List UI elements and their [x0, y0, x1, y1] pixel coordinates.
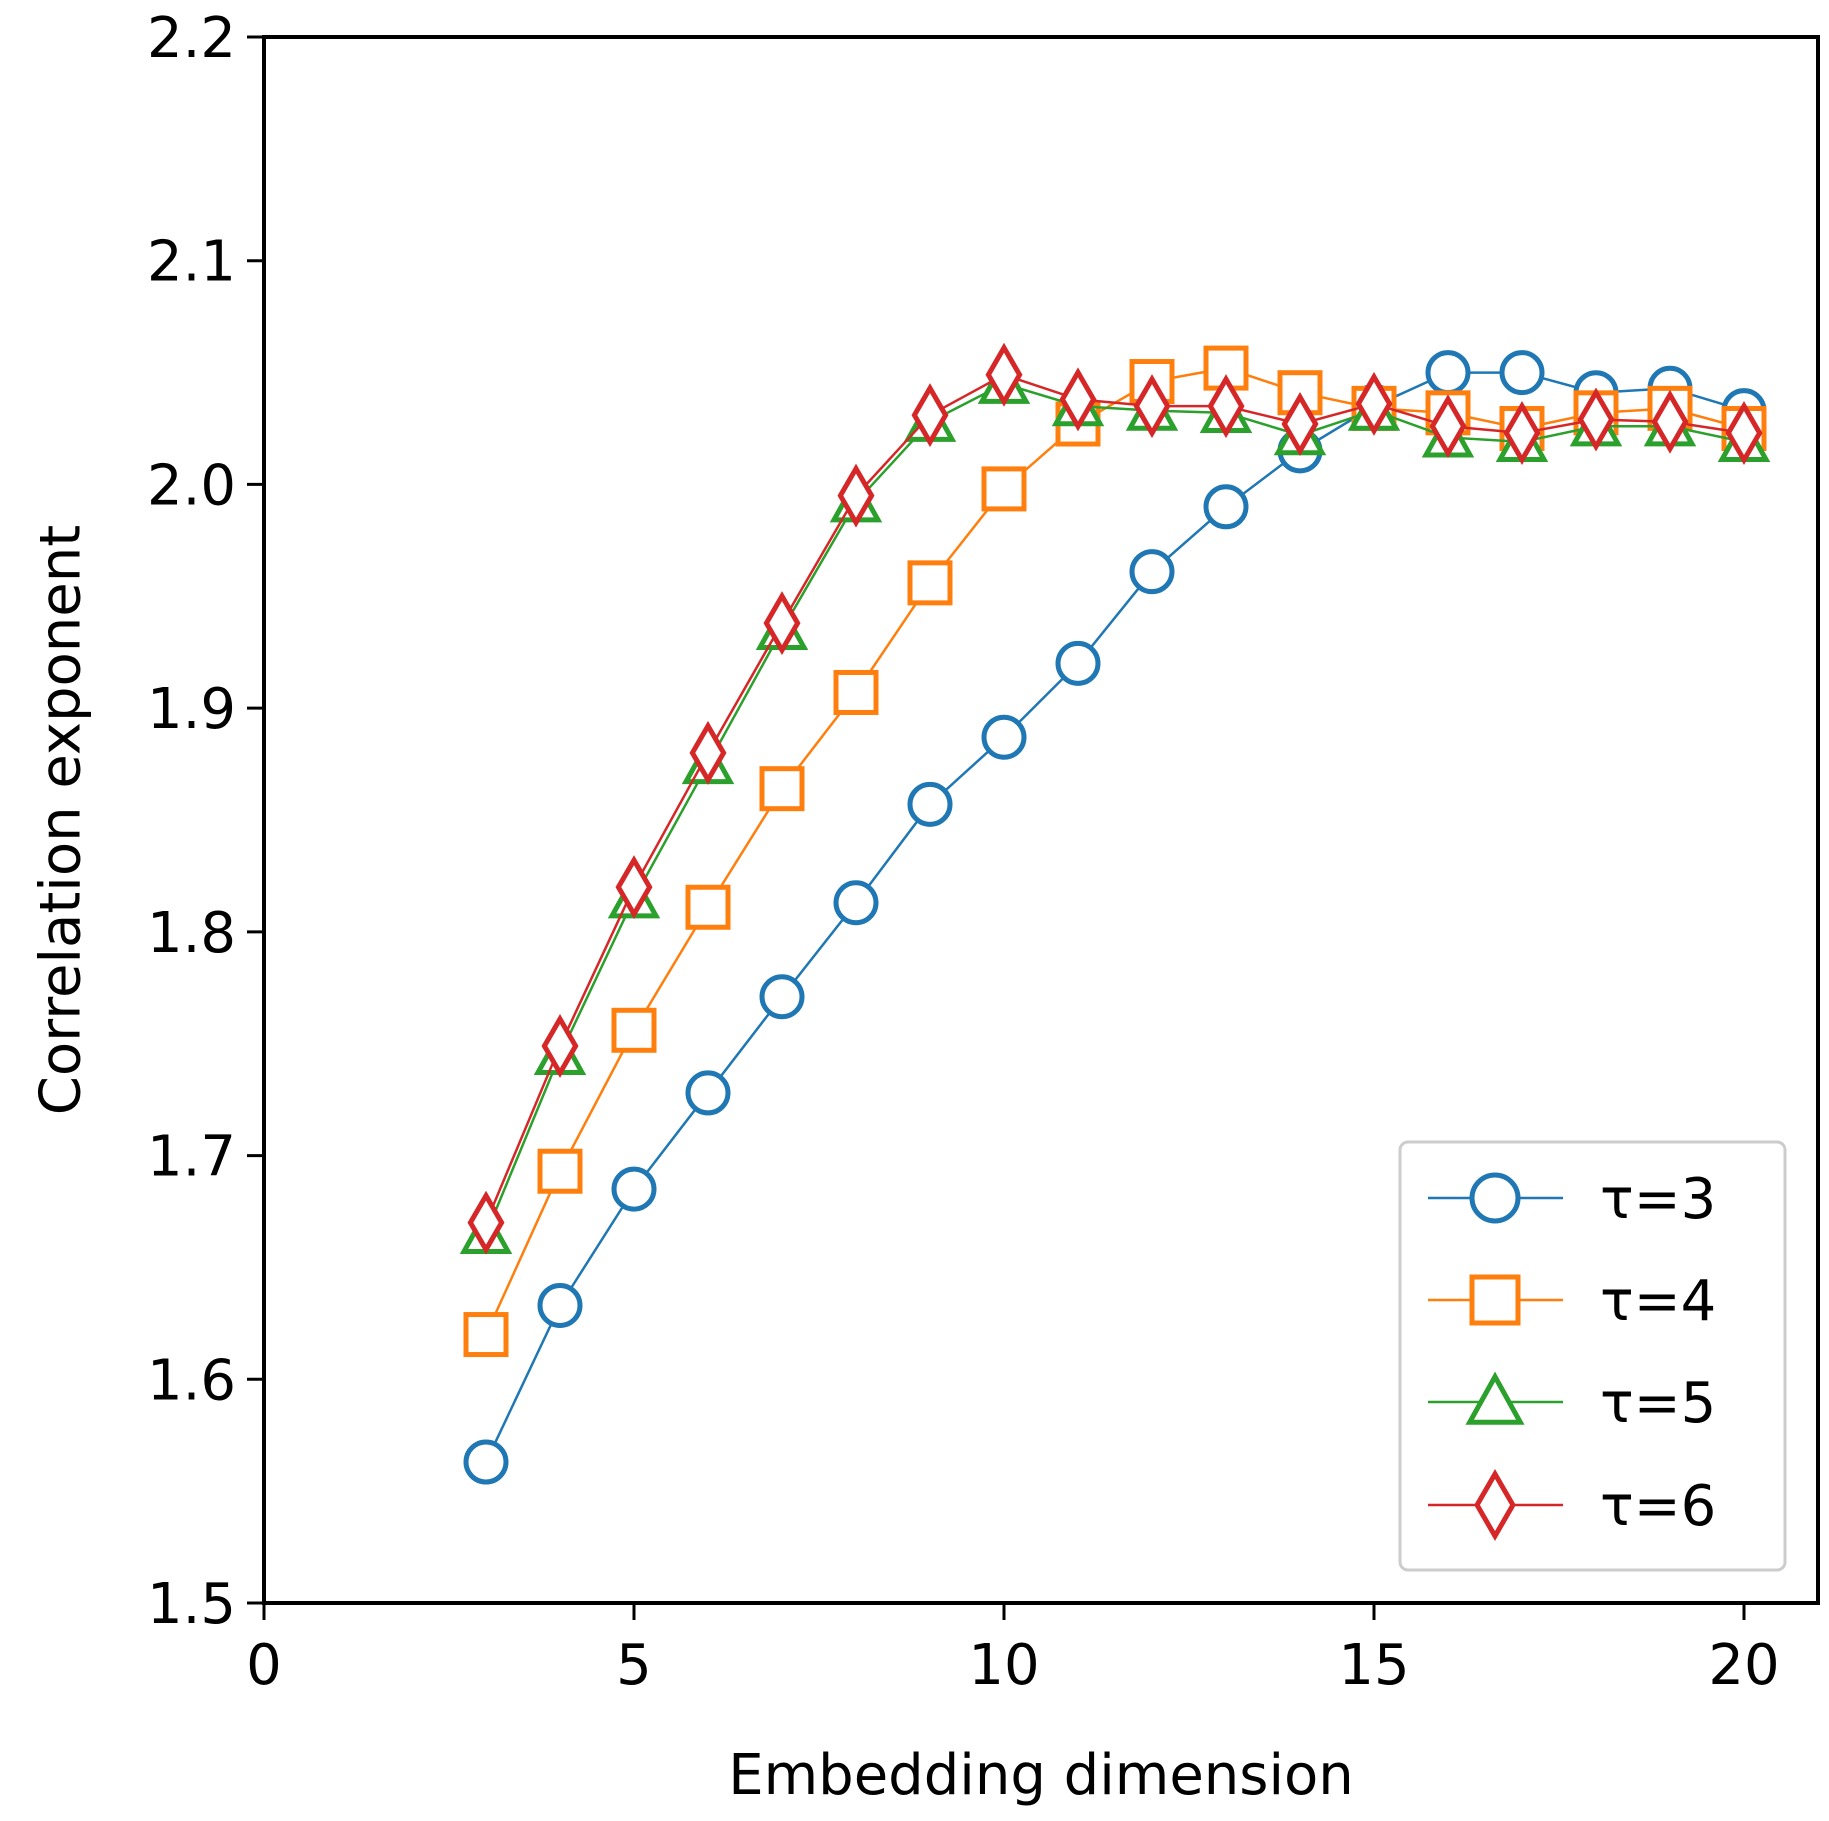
legend-item: τ=4 — [1428, 1269, 1716, 1334]
y-tick-label: 2.2 — [147, 6, 236, 71]
series-diamond — [467, 342, 1763, 1255]
series-triangle — [459, 356, 1771, 1254]
data-point — [1499, 350, 1545, 396]
legend: τ=3 τ=4 τ=5 τ=6 — [1398, 1140, 1787, 1572]
data-point — [1207, 374, 1245, 439]
data-point — [1281, 392, 1319, 457]
series-line — [484, 382, 1745, 1235]
data-point — [1203, 484, 1249, 530]
legend-label: τ=3 — [1600, 1167, 1716, 1232]
y-tick-label: 1.5 — [147, 1572, 236, 1637]
data-point — [611, 1166, 657, 1212]
x-tick-label: 15 — [1338, 1633, 1409, 1698]
legend-marker — [1465, 1371, 1525, 1425]
legend-label: τ=6 — [1600, 1474, 1716, 1539]
data-point — [981, 466, 1027, 512]
data-point — [833, 880, 879, 926]
data-point — [685, 1070, 731, 1116]
x-tick-label: 10 — [968, 1633, 1039, 1698]
legend-item: τ=6 — [1428, 1468, 1716, 1542]
y-tick-label: 1.8 — [147, 901, 236, 966]
data-point — [1277, 370, 1323, 416]
y-axis-label: Correlation exponent — [29, 525, 94, 1115]
legend-label: τ=5 — [1600, 1371, 1716, 1436]
x-tick-label: 5 — [616, 1633, 652, 1698]
data-point — [1429, 394, 1467, 459]
data-point — [981, 714, 1027, 760]
y-tick-label: 2.0 — [147, 453, 236, 518]
data-point — [463, 1312, 509, 1358]
data-point — [1651, 389, 1689, 454]
data-point — [833, 669, 879, 715]
data-point — [463, 1439, 509, 1485]
data-point — [759, 974, 805, 1020]
data-point — [1725, 400, 1763, 465]
x-tick-label: 0 — [246, 1633, 282, 1698]
x-tick-label: 20 — [1708, 1633, 1779, 1698]
data-point — [611, 1007, 657, 1053]
series-layer — [459, 342, 1771, 1485]
data-point — [907, 781, 953, 827]
y-tick-label: 1.7 — [147, 1125, 236, 1190]
data-point — [1133, 374, 1171, 439]
data-point — [837, 463, 875, 528]
data-point — [911, 383, 949, 448]
x-axis-label: Embedding dimension — [728, 1743, 1354, 1808]
y-tick-label: 1.9 — [147, 677, 236, 742]
data-point — [763, 591, 801, 656]
data-point — [1129, 549, 1175, 595]
data-point — [541, 1013, 579, 1078]
data-point — [467, 1190, 505, 1255]
data-point — [689, 720, 727, 785]
legend-label: τ=4 — [1600, 1269, 1716, 1334]
data-point — [1503, 400, 1541, 465]
data-point — [1425, 350, 1471, 396]
legend-box — [1398, 1140, 1787, 1572]
data-point — [1355, 371, 1393, 436]
series-line — [484, 373, 1745, 1224]
y-tick-label: 1.6 — [147, 1348, 236, 1413]
y-tick-label: 2.1 — [147, 230, 236, 295]
data-point — [615, 855, 653, 920]
data-point — [537, 1282, 583, 1328]
legend-marker — [1474, 1468, 1516, 1542]
data-point — [907, 560, 953, 606]
legend-marker — [1469, 1274, 1521, 1326]
data-point — [985, 342, 1023, 407]
data-point — [537, 1148, 583, 1194]
plot-frame — [262, 35, 1820, 1605]
data-point — [759, 766, 805, 812]
legend-marker — [1469, 1172, 1521, 1224]
data-point — [685, 884, 731, 930]
data-point — [1577, 387, 1615, 452]
axes-layer: 0 5 10 15 20 1.5 1.6 1.7 1.8 1.9 2.0 2.1 2.2 — [147, 6, 1780, 1698]
data-point — [1059, 367, 1097, 432]
legend-item: τ=3 — [1428, 1167, 1716, 1232]
data-point — [1055, 640, 1101, 686]
legend-item: τ=5 — [1428, 1371, 1716, 1436]
